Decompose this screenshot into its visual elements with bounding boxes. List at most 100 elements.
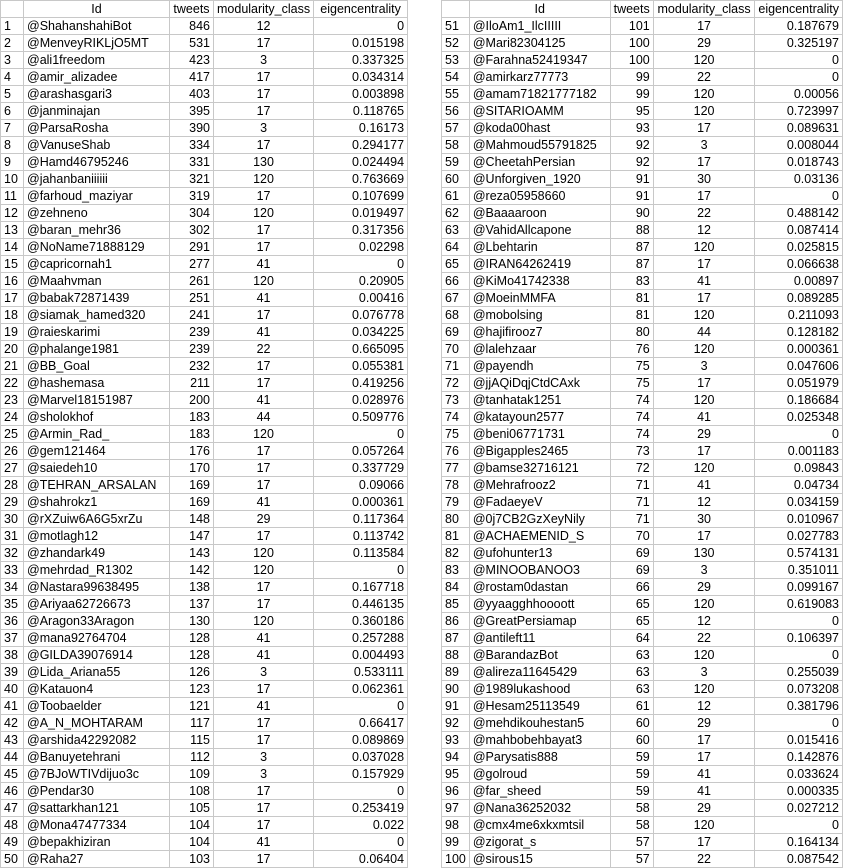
modularity-class-cell[interactable]: 22 [652, 629, 756, 647]
modularity-class-cell[interactable]: 3 [212, 765, 315, 783]
row-index-cell[interactable]: 97 [441, 799, 470, 817]
modularity-class-cell[interactable]: 29 [652, 714, 756, 732]
modularity-class-cell[interactable]: 130 [212, 153, 315, 171]
id-cell[interactable]: @lalehzaar [468, 340, 611, 358]
eigencentrality-cell[interactable]: 0 [313, 782, 409, 800]
eigencentrality-cell[interactable]: 0.015198 [313, 34, 409, 52]
modularity-class-cell[interactable]: 17 [212, 850, 315, 868]
modularity-class-cell[interactable]: 120 [652, 306, 756, 324]
row-index-cell[interactable]: 100 [441, 850, 470, 868]
id-cell[interactable]: @Pendar30 [23, 782, 170, 800]
tweets-cell[interactable]: 63 [609, 680, 654, 698]
tweets-cell[interactable]: 105 [169, 799, 214, 817]
id-cell[interactable]: @saiedeh10 [23, 459, 170, 477]
header-tweets[interactable]: tweets [169, 0, 214, 18]
modularity-class-cell[interactable]: 30 [652, 510, 756, 528]
tweets-cell[interactable]: 304 [169, 204, 214, 222]
id-cell[interactable]: @ShahanshahiBot [23, 17, 170, 35]
eigencentrality-cell[interactable]: 0.008044 [754, 136, 843, 154]
tweets-cell[interactable]: 103 [169, 850, 214, 868]
id-cell[interactable]: @Mari82304125 [468, 34, 611, 52]
tweets-cell[interactable]: 87 [609, 238, 654, 256]
modularity-class-cell[interactable]: 41 [652, 765, 756, 783]
row-index-cell[interactable]: 29 [0, 493, 24, 511]
eigencentrality-cell[interactable]: 0.117364 [313, 510, 409, 528]
row-index-cell[interactable]: 28 [0, 476, 24, 494]
row-index-cell[interactable]: 55 [441, 85, 470, 103]
tweets-cell[interactable]: 183 [169, 408, 214, 426]
row-index-cell[interactable]: 48 [0, 816, 24, 834]
tweets-cell[interactable]: 99 [609, 68, 654, 86]
tweets-cell[interactable]: 92 [609, 153, 654, 171]
tweets-cell[interactable]: 169 [169, 476, 214, 494]
eigencentrality-cell[interactable]: 0.113742 [313, 527, 409, 545]
tweets-cell[interactable]: 121 [169, 697, 214, 715]
row-index-cell[interactable]: 22 [0, 374, 24, 392]
tweets-cell[interactable]: 211 [169, 374, 214, 392]
id-cell[interactable]: @ali1freedom [23, 51, 170, 69]
tweets-cell[interactable]: 846 [169, 17, 214, 35]
tweets-cell[interactable]: 74 [609, 391, 654, 409]
modularity-class-cell[interactable]: 12 [652, 221, 756, 239]
eigencentrality-cell[interactable]: 0.763669 [313, 170, 409, 188]
tweets-cell[interactable]: 92 [609, 136, 654, 154]
eigencentrality-cell[interactable]: 0 [754, 646, 843, 664]
modularity-class-cell[interactable]: 17 [652, 187, 756, 205]
tweets-cell[interactable]: 75 [609, 374, 654, 392]
id-cell[interactable]: @alireza11645429 [468, 663, 611, 681]
modularity-class-cell[interactable]: 30 [652, 170, 756, 188]
eigencentrality-cell[interactable]: 0.09066 [313, 476, 409, 494]
header-id[interactable]: Id [23, 0, 170, 18]
modularity-class-cell[interactable]: 17 [212, 68, 315, 86]
eigencentrality-cell[interactable]: 0.00056 [754, 85, 843, 103]
id-cell[interactable]: @KiMo41742338 [468, 272, 611, 290]
eigencentrality-cell[interactable]: 0.488142 [754, 204, 843, 222]
tweets-cell[interactable]: 64 [609, 629, 654, 647]
eigencentrality-cell[interactable]: 0.164134 [754, 833, 843, 851]
row-index-cell[interactable]: 2 [0, 34, 24, 52]
row-index-cell[interactable]: 37 [0, 629, 24, 647]
id-cell[interactable]: @IloAm1_IlcIIIII [468, 17, 611, 35]
eigencentrality-cell[interactable]: 0.509776 [313, 408, 409, 426]
modularity-class-cell[interactable]: 17 [212, 221, 315, 239]
tweets-cell[interactable]: 81 [609, 306, 654, 324]
id-cell[interactable]: @GILDA39076914 [23, 646, 170, 664]
header-tweets[interactable]: tweets [609, 0, 654, 18]
eigencentrality-cell[interactable]: 0.723997 [754, 102, 843, 120]
eigencentrality-cell[interactable]: 0.027212 [754, 799, 843, 817]
id-cell[interactable]: @MoeinMMFA [468, 289, 611, 307]
row-index-cell[interactable]: 15 [0, 255, 24, 273]
modularity-class-cell[interactable]: 120 [652, 102, 756, 120]
row-index-cell[interactable]: 85 [441, 595, 470, 613]
row-index-cell[interactable]: 64 [441, 238, 470, 256]
row-index-cell[interactable]: 82 [441, 544, 470, 562]
row-index-cell[interactable]: 3 [0, 51, 24, 69]
id-cell[interactable]: @amir_alizadee [23, 68, 170, 86]
row-index-cell[interactable]: 56 [441, 102, 470, 120]
tweets-cell[interactable]: 66 [609, 578, 654, 596]
header-eigencentrality[interactable]: eigencentrality [313, 0, 409, 18]
modularity-class-cell[interactable]: 17 [652, 748, 756, 766]
eigencentrality-cell[interactable]: 0.087542 [754, 850, 843, 868]
eigencentrality-cell[interactable]: 0.167718 [313, 578, 409, 596]
id-cell[interactable]: @TEHRAN_ARSALAN [23, 476, 170, 494]
row-index-cell[interactable]: 80 [441, 510, 470, 528]
eigencentrality-cell[interactable]: 0.099167 [754, 578, 843, 596]
eigencentrality-cell[interactable]: 0.015416 [754, 731, 843, 749]
tweets-cell[interactable]: 91 [609, 187, 654, 205]
tweets-cell[interactable]: 170 [169, 459, 214, 477]
eigencentrality-cell[interactable]: 0.665095 [313, 340, 409, 358]
row-index-cell[interactable]: 47 [0, 799, 24, 817]
modularity-class-cell[interactable]: 17 [212, 136, 315, 154]
row-index-cell[interactable]: 8 [0, 136, 24, 154]
modularity-class-cell[interactable]: 3 [652, 561, 756, 579]
eigencentrality-cell[interactable]: 0.034314 [313, 68, 409, 86]
tweets-cell[interactable]: 147 [169, 527, 214, 545]
row-index-cell[interactable]: 71 [441, 357, 470, 375]
row-index-cell[interactable]: 45 [0, 765, 24, 783]
tweets-cell[interactable]: 531 [169, 34, 214, 52]
eigencentrality-cell[interactable]: 0.128182 [754, 323, 843, 341]
row-index-cell[interactable]: 34 [0, 578, 24, 596]
tweets-cell[interactable]: 126 [169, 663, 214, 681]
modularity-class-cell[interactable]: 3 [212, 663, 315, 681]
